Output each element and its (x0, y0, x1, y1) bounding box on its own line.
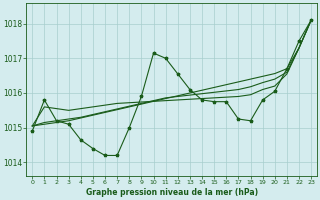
X-axis label: Graphe pression niveau de la mer (hPa): Graphe pression niveau de la mer (hPa) (86, 188, 258, 197)
